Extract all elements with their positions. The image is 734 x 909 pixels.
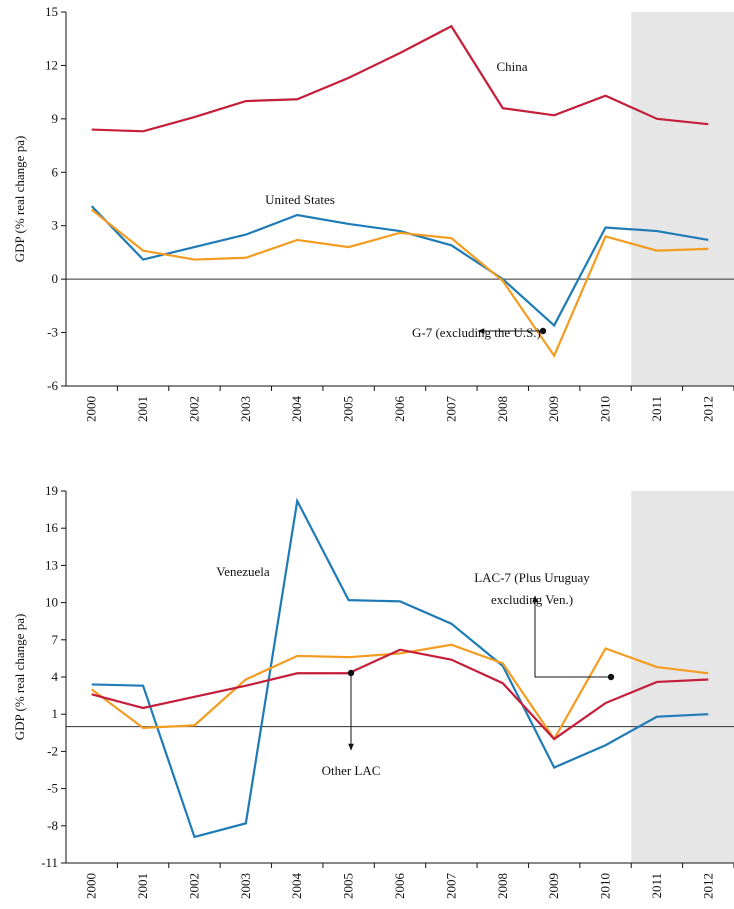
annotation-dot <box>607 673 615 681</box>
x-tick-label: 2007 <box>443 396 458 423</box>
x-tick-label: 2009 <box>546 873 561 899</box>
y-tick-label: 0 <box>52 271 59 286</box>
x-tick-label: 2000 <box>84 396 99 422</box>
forecast-shade <box>631 12 734 386</box>
x-tick-label: 2007 <box>443 873 458 900</box>
x-tick-label: 2008 <box>495 873 510 899</box>
y-tick-label: 1 <box>52 706 59 721</box>
series-line <box>90 205 709 328</box>
x-tick-label: 2002 <box>186 873 201 899</box>
x-tick-label: 2009 <box>546 396 561 422</box>
x-tick-label: 2004 <box>289 396 304 423</box>
x-tick-label: 2000 <box>84 873 99 899</box>
x-tick-label: 2002 <box>186 396 201 422</box>
x-tick-label: 2003 <box>238 396 253 422</box>
y-tick-label: 13 <box>45 557 58 572</box>
series-line <box>91 648 709 741</box>
series-label: China <box>496 59 527 74</box>
y-tick-label: 3 <box>52 218 59 233</box>
series-line <box>91 643 709 742</box>
y-tick-label: 19 <box>45 483 58 498</box>
series-line <box>91 208 709 358</box>
x-tick-label: 2006 <box>392 873 407 900</box>
annotation-arrow <box>532 595 611 678</box>
x-tick-label: 2003 <box>238 873 253 899</box>
x-tick-label: 2012 <box>700 396 715 422</box>
y-tick-label: -6 <box>47 378 58 393</box>
x-tick-label: 2001 <box>135 873 150 899</box>
x-tick-label: 2001 <box>135 396 150 422</box>
series-label: G-7 (excluding the U.S.) <box>412 325 541 340</box>
annotation-dot <box>539 327 547 335</box>
y-tick-label: 16 <box>45 520 59 535</box>
y-tick-label: -2 <box>47 743 58 758</box>
series-line <box>91 24 709 133</box>
y-tick-label: -8 <box>47 818 58 833</box>
series-label-line: excluding Ven.) <box>491 592 573 607</box>
y-axis-label: GDP (% real change pa) <box>12 136 27 263</box>
y-tick-label: 12 <box>45 57 58 72</box>
x-tick-label: 2004 <box>289 873 304 900</box>
y-tick-label: -11 <box>41 855 58 870</box>
annotation-dot <box>347 669 355 677</box>
y-axis-label: GDP (% real change pa) <box>12 614 27 741</box>
x-tick-label: 2005 <box>341 873 356 899</box>
x-tick-label: 2010 <box>598 396 613 422</box>
x-tick-label: 2011 <box>649 396 664 422</box>
y-tick-label: 15 <box>45 4 58 19</box>
x-tick-label: 2011 <box>649 873 664 899</box>
x-tick-label: 2010 <box>598 873 613 899</box>
series-label: Venezuela <box>216 564 270 579</box>
series-label-line: LAC-7 (Plus Uruguay <box>474 570 590 585</box>
x-tick-label: 2006 <box>392 396 407 423</box>
series-label: LAC-7 (Plus Uruguay excluding Ven.) <box>474 570 590 607</box>
x-tick-label: 2008 <box>495 396 510 422</box>
y-tick-label: 9 <box>52 111 59 126</box>
series-label: Other LAC <box>322 763 381 778</box>
series-label: United States <box>265 192 335 207</box>
series-line <box>91 497 709 839</box>
y-tick-label: -5 <box>47 781 58 796</box>
y-tick-label: -3 <box>47 325 58 340</box>
x-tick-label: 2012 <box>700 873 715 899</box>
y-tick-label: 6 <box>52 164 59 179</box>
x-tick-label: 2005 <box>341 396 356 422</box>
y-tick-label: 4 <box>52 669 59 684</box>
y-tick-label: 10 <box>45 595 58 610</box>
y-tick-label: 7 <box>52 632 59 647</box>
forecast-shade <box>631 491 734 863</box>
